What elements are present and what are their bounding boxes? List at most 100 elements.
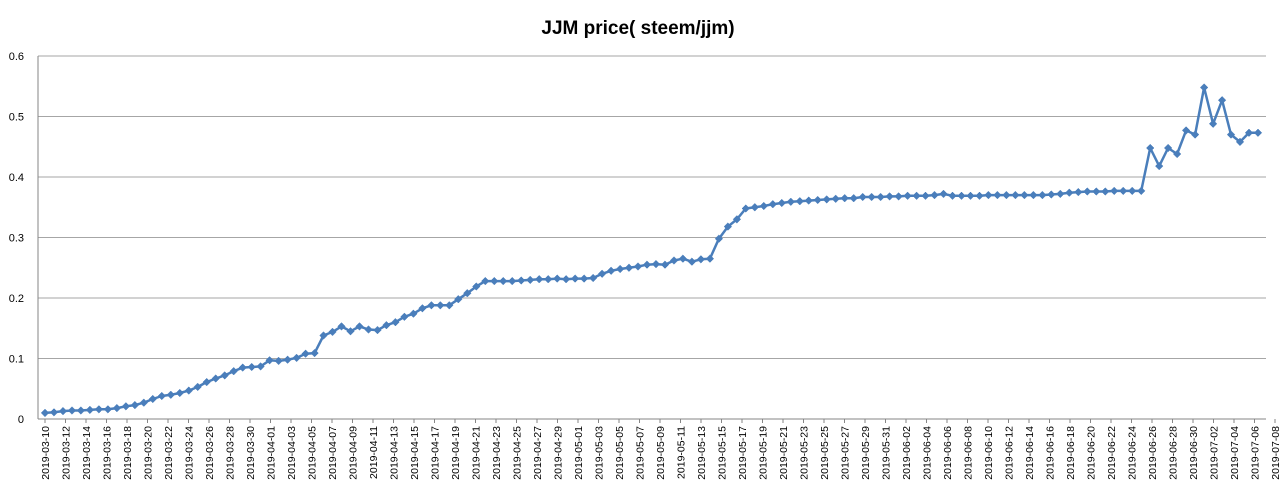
data-point (40, 408, 50, 418)
data-point (49, 408, 59, 417)
data-point (499, 276, 508, 286)
data-point (804, 196, 813, 205)
x-tick-label: 2019-06-12 (1004, 426, 1016, 480)
data-point (1101, 187, 1110, 196)
data-point (651, 259, 661, 269)
data-point (858, 192, 867, 202)
data-point (1253, 128, 1263, 137)
x-tick-label: 2019-04-27 (532, 426, 544, 480)
data-point (373, 325, 382, 335)
data-point (274, 356, 283, 366)
x-tick-label: 2019-05-09 (655, 426, 667, 480)
x-tick-label: 2019-04-09 (348, 426, 360, 480)
data-point (139, 398, 148, 407)
data-point (966, 191, 975, 200)
x-axis-tick-labels: 2019-03-10 2019-03-12 2019-03-14 2019-03-16… (40, 426, 1280, 480)
x-tick-label: 2019-06-18 (1065, 426, 1077, 480)
data-point (1056, 189, 1065, 199)
data-point (58, 406, 68, 416)
data-point (1199, 83, 1209, 92)
data-point (822, 195, 831, 204)
x-tick-label: 2019-06-10 (983, 426, 995, 480)
x-tick-label: 2019-04-17 (430, 426, 442, 480)
x-tick-label: 2019-04-29 (553, 426, 565, 480)
data-point (94, 405, 104, 414)
data-point (463, 289, 472, 298)
data-point (1235, 137, 1245, 147)
data-point (202, 377, 211, 387)
data-point (732, 215, 742, 224)
x-tick-label: 2019-07-04 (1229, 426, 1241, 480)
data-point (310, 348, 319, 358)
data-point (642, 260, 652, 269)
data-point (669, 256, 679, 265)
data-point (112, 403, 122, 413)
data-point (121, 402, 131, 411)
data-point (85, 405, 95, 415)
x-tick-label: 2019-05-11 (676, 426, 688, 479)
data-point (678, 254, 688, 263)
data-point (211, 374, 220, 383)
y-tick-label: 0.1 (9, 354, 24, 366)
x-tick-label: 2019-07-02 (1209, 426, 1221, 480)
data-point (579, 274, 589, 283)
data-point (427, 301, 436, 310)
x-tick-label: 2019-03-12 (61, 426, 73, 480)
data-point (355, 322, 364, 331)
gridlines (38, 55, 1266, 359)
data-point (247, 362, 256, 372)
x-tick-label: 2019-06-22 (1106, 426, 1118, 480)
data-point (67, 406, 77, 415)
data-point (175, 388, 184, 398)
data-point (148, 394, 157, 404)
data-point (903, 191, 912, 200)
data-point (292, 353, 301, 363)
x-tick-label: 2019-04-05 (307, 426, 319, 480)
data-point (535, 275, 544, 284)
data-point (184, 386, 193, 395)
x-tick-label: 2019-06-08 (963, 426, 975, 480)
x-tick-label: 2019-05-15 (717, 426, 729, 480)
y-tick-label: 0.4 (9, 172, 24, 184)
x-tick-label: 2019-06-24 (1127, 426, 1139, 480)
data-point (570, 274, 580, 283)
data-point (1020, 190, 1029, 200)
data-point (328, 327, 337, 337)
y-tick-label: 0.6 (9, 51, 24, 63)
data-point (265, 356, 274, 365)
axes (37, 56, 1276, 423)
data-point (409, 309, 418, 318)
data-point (894, 192, 903, 201)
series (40, 83, 1263, 418)
x-tick-label: 2019-05-01 (573, 426, 585, 480)
data-point (517, 276, 526, 285)
data-point (786, 197, 795, 206)
x-tick-label: 2019-03-14 (81, 426, 93, 480)
data-point (561, 275, 571, 284)
data-point (1011, 190, 1020, 200)
data-point (490, 276, 499, 286)
y-tick-label: 0 (18, 414, 24, 426)
data-point (750, 203, 759, 212)
x-tick-label: 2019-06-28 (1168, 426, 1180, 480)
x-tick-label: 2019-05-29 (860, 426, 872, 480)
data-point (1038, 190, 1047, 200)
data-point (939, 189, 948, 199)
data-point (975, 191, 984, 200)
data-point (696, 255, 706, 264)
data-point (1092, 187, 1101, 196)
data-point (346, 327, 355, 336)
data-point (193, 382, 202, 392)
x-tick-label: 2019-04-15 (409, 426, 421, 480)
data-point (1119, 186, 1128, 196)
x-tick-label: 2019-06-16 (1045, 426, 1057, 480)
x-tick-label: 2019-06-20 (1086, 426, 1098, 480)
x-tick-label: 2019-04-25 (512, 426, 524, 480)
data-point (1226, 130, 1236, 139)
x-tick-label: 2019-05-07 (635, 426, 647, 480)
data-point (1190, 130, 1200, 139)
data-point (166, 390, 175, 399)
data-point (229, 367, 238, 376)
